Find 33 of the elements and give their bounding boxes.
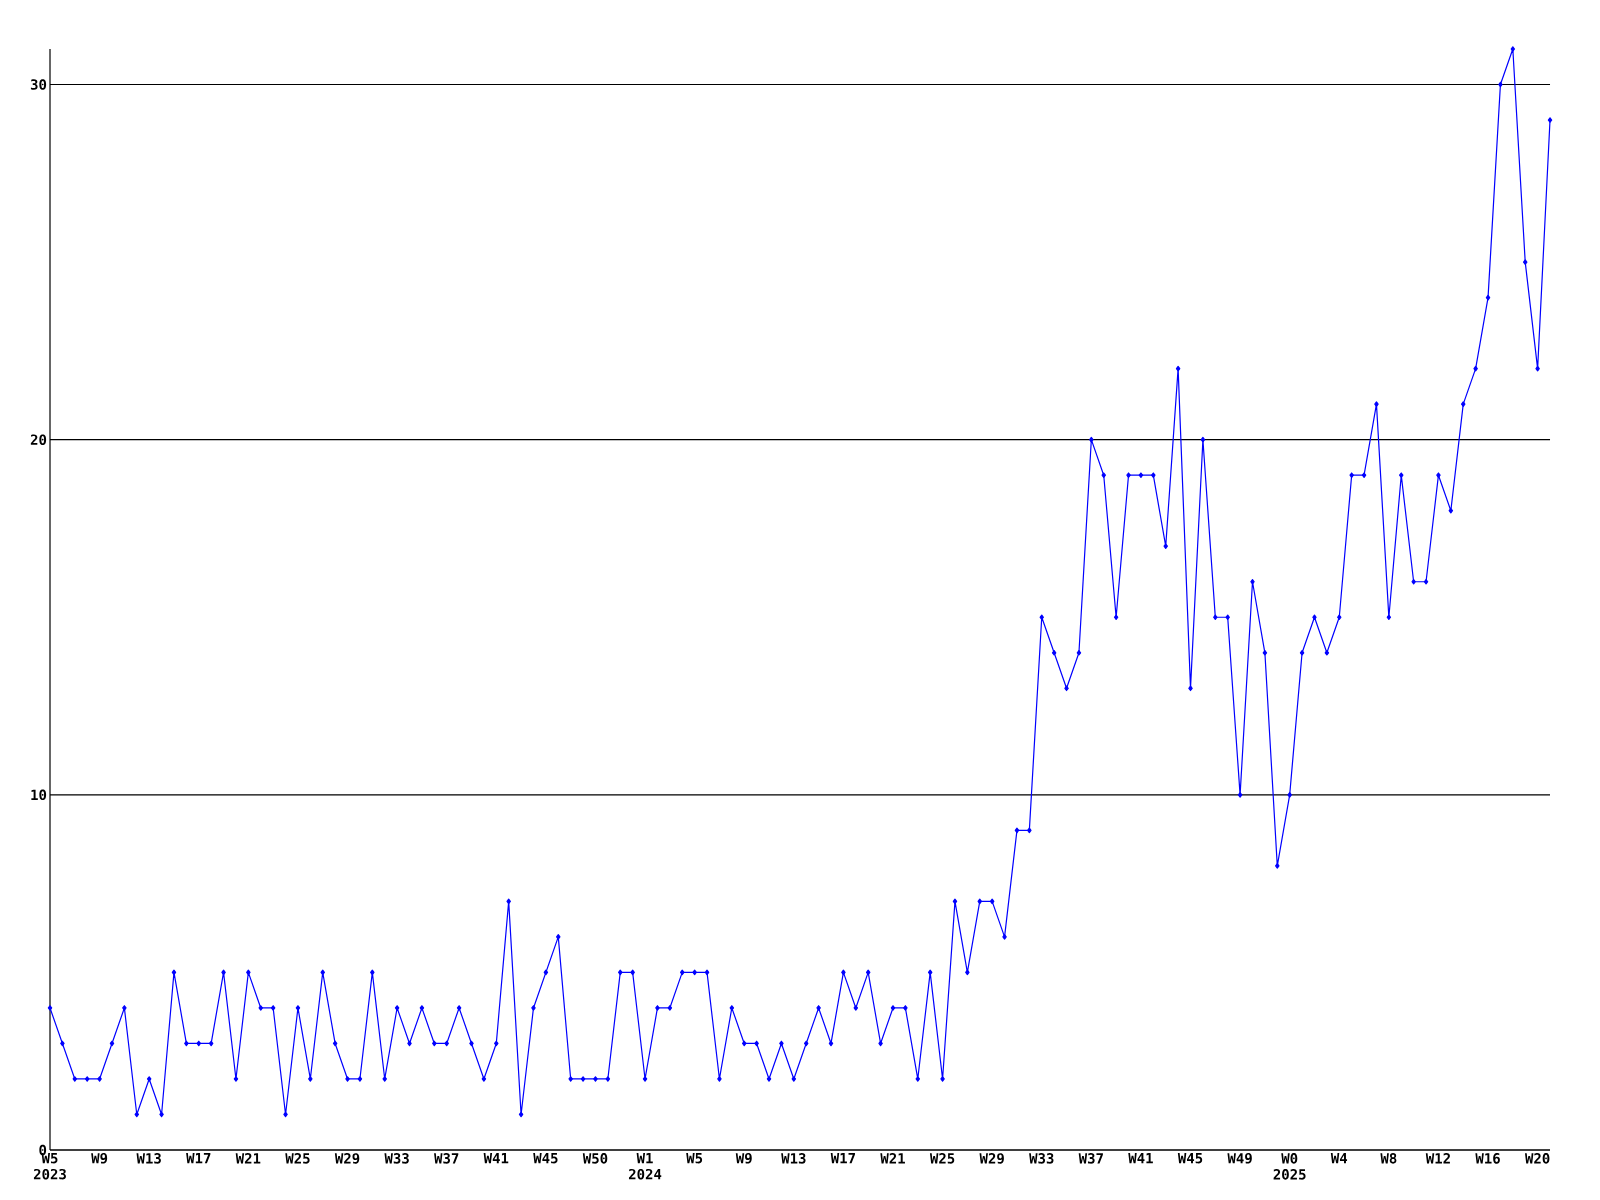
x-tick-label: W45 [533,1153,558,1164]
y-tick-label: 10 [31,789,47,801]
x-tick-label: W37 [434,1153,459,1164]
x-tick-label: W29 [334,1153,360,1164]
x-tick-label: W33 [384,1153,409,1164]
x-tick-label: W12 [1425,1153,1450,1164]
x-tick-label: W41 [1128,1153,1153,1164]
x-tick-label: W33 [1029,1153,1054,1164]
x-tick-label: W21 [880,1153,905,1164]
x-tick-label: W16 [1475,1153,1500,1164]
x-tick-label: W17 [186,1153,211,1164]
x-tick-label: W45 [1177,1153,1203,1164]
x-tick-label: W8 [1380,1153,1397,1164]
x-tick-label: W9 [91,1153,108,1164]
x-tick-label: W20 [1524,1153,1550,1164]
x-tick-label: W13 [136,1153,161,1164]
x-tick-label: W49 [1227,1153,1252,1164]
x-tick-label: W1 2024 [628,1153,662,1180]
x-tick-label: W25 [285,1153,310,1164]
y-tick-label: 30 [30,79,47,90]
x-tick-label: W4 [1330,1153,1348,1164]
y-tick-label: 20 [30,434,47,445]
x-tick-label: W41 [483,1153,509,1164]
x-tick-label: W21 [235,1153,261,1164]
x-tick-label: W9 [735,1153,752,1164]
x-tick-label: W13 [781,1153,806,1164]
x-tick-label: W5 [686,1153,703,1164]
x-tick-label: W17 [830,1153,855,1164]
x-tick-label: W0 2025 [1273,1153,1306,1180]
x-tick-label: W25 [929,1153,955,1164]
x-tick-label: W50 [582,1153,608,1164]
x-tick-label: W29 [979,1153,1004,1164]
x-tick-label: W37 [1078,1153,1103,1164]
